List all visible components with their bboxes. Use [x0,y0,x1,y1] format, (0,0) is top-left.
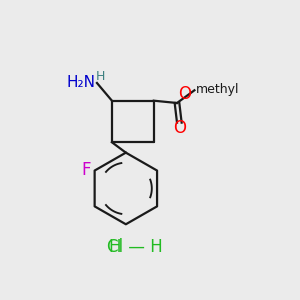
Text: H: H [96,70,105,83]
Text: Cl — H: Cl — H [107,238,163,256]
Text: methyl: methyl [196,82,239,96]
Text: O: O [178,85,191,103]
Text: F: F [81,161,91,179]
Text: H₂N: H₂N [67,75,96,90]
Text: O: O [173,119,186,137]
Text: H: H [108,238,121,256]
